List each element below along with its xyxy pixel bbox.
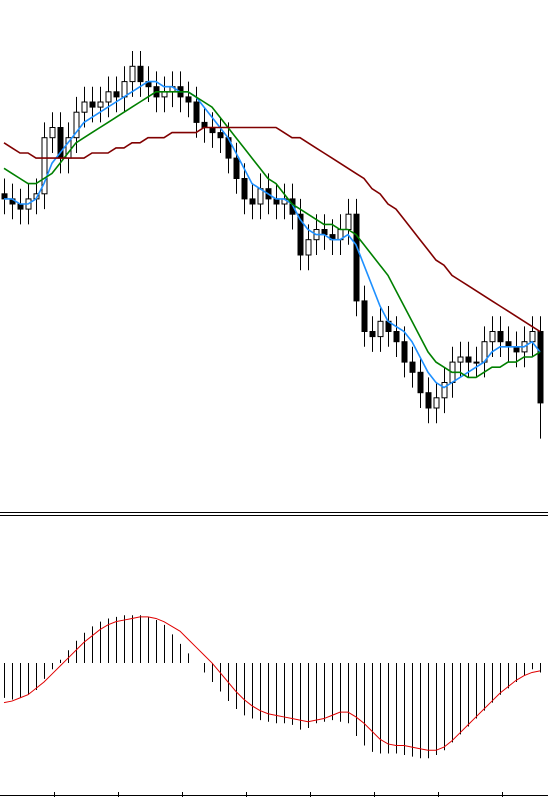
candle-body	[425, 392, 432, 409]
candle-body	[353, 213, 360, 302]
candle-body	[489, 331, 496, 343]
candle-body	[97, 101, 104, 108]
candle-body	[361, 300, 368, 332]
candle-body	[457, 356, 464, 363]
candle-body	[305, 239, 312, 256]
candle-body	[241, 178, 248, 200]
candle-body	[393, 331, 400, 343]
candle-body	[465, 356, 472, 363]
candle-body	[417, 371, 424, 394]
candle-body	[297, 213, 304, 256]
candle-body	[473, 361, 480, 364]
candle-body	[137, 65, 144, 83]
candle-body	[369, 331, 376, 338]
candle-body	[409, 361, 416, 373]
candle-body	[537, 331, 544, 404]
candle-body	[185, 96, 192, 103]
moving-average-line	[3, 91, 541, 379]
candle-body	[249, 198, 256, 205]
candle-body	[441, 382, 448, 399]
signal-line	[3, 616, 541, 751]
candle-body	[233, 157, 240, 180]
x-axis-ticks	[54, 792, 503, 797]
moving-average-line	[3, 126, 541, 333]
candle-body	[433, 397, 440, 409]
candle-body	[401, 341, 408, 363]
candle-body	[345, 213, 352, 230]
candle-body	[529, 331, 536, 343]
candle-body	[217, 132, 224, 139]
candle-body	[105, 91, 112, 103]
candle-body	[129, 65, 136, 83]
moving-average-line	[4, 80, 541, 389]
candle-body	[41, 137, 48, 195]
candle-body	[497, 331, 504, 343]
candle-body	[81, 101, 88, 113]
candle-body	[193, 101, 200, 123]
candle-body	[377, 320, 384, 338]
candle-body	[89, 101, 96, 108]
candle-body	[49, 127, 56, 139]
candle-body	[73, 111, 80, 139]
candle-body	[113, 91, 120, 98]
